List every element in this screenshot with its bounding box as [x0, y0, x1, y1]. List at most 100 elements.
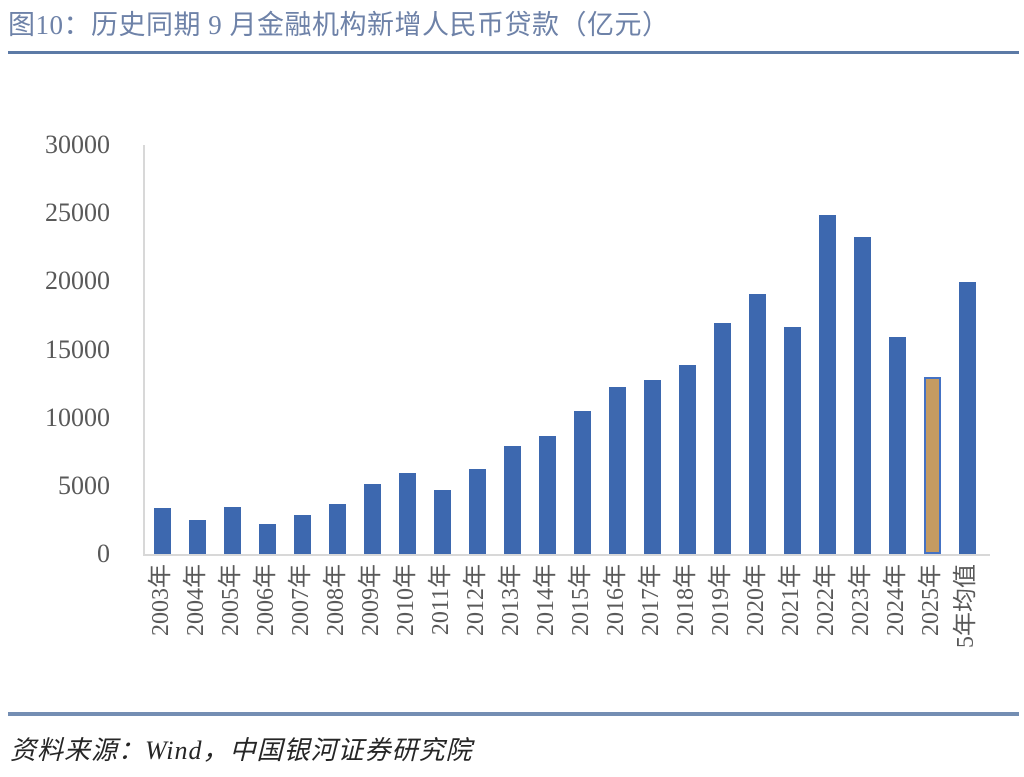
bar-2011年 — [434, 489, 451, 554]
x-tick-label: 2009年 — [357, 564, 384, 636]
title-divider — [8, 51, 1019, 54]
x-tick-label: 2014年 — [532, 564, 559, 636]
bar-slot — [145, 145, 180, 554]
x-tick: 2017年 — [633, 558, 668, 688]
x-tick-label: 2010年 — [392, 564, 419, 636]
y-tick-label: 20000 — [45, 266, 110, 296]
x-tick: 2020年 — [738, 558, 773, 688]
x-tick-label: 2015年 — [567, 564, 594, 636]
bar-slot — [250, 145, 285, 554]
x-tick: 2014年 — [528, 558, 563, 688]
x-tick: 2025年 — [913, 558, 948, 688]
x-tick-label: 2004年 — [182, 564, 209, 636]
footer-divider — [8, 712, 1019, 716]
x-tick: 2007年 — [283, 558, 318, 688]
bar-2018年 — [679, 364, 696, 554]
bar-2015年 — [574, 410, 591, 554]
x-tick: 5年均值 — [948, 558, 983, 688]
x-tick: 2006年 — [248, 558, 283, 688]
x-tick-label: 2006年 — [252, 564, 279, 636]
bar-2019年 — [714, 322, 731, 554]
x-tick: 2013年 — [493, 558, 528, 688]
bar-slot — [670, 145, 705, 554]
x-tick: 2012年 — [458, 558, 493, 688]
bar-slot — [495, 145, 530, 554]
x-tick: 2004年 — [178, 558, 213, 688]
x-tick: 2003年 — [143, 558, 178, 688]
x-tick: 2008年 — [318, 558, 353, 688]
y-tick-label: 25000 — [45, 198, 110, 228]
bar-slot — [215, 145, 250, 554]
bar-slot — [530, 145, 565, 554]
x-tick-label: 2008年 — [322, 564, 349, 636]
x-tick-label: 2007年 — [287, 564, 314, 636]
y-tick-label: 5000 — [58, 470, 110, 500]
bar-2009年 — [364, 483, 381, 554]
x-tick: 2005年 — [213, 558, 248, 688]
y-tick-label: 0 — [97, 539, 110, 568]
bar-slot — [775, 145, 810, 554]
bar-slot — [600, 145, 635, 554]
x-tick-label: 2025年 — [917, 564, 944, 636]
bar-slot — [285, 145, 320, 554]
bar-slot — [740, 145, 775, 554]
x-tick: 2024年 — [878, 558, 913, 688]
x-tick-label: 2020年 — [742, 564, 769, 636]
bar-2003年 — [154, 507, 171, 554]
bar-2005年 — [224, 506, 241, 554]
x-tick: 2021年 — [773, 558, 808, 688]
bar-2007年 — [294, 515, 311, 554]
bars — [145, 145, 985, 554]
x-tick-label: 2022年 — [812, 564, 839, 636]
bar-2010年 — [399, 472, 416, 554]
bar-slot — [390, 145, 425, 554]
bar-2025年 — [924, 377, 941, 554]
bar-slot — [460, 145, 495, 554]
bar-2006年 — [259, 524, 276, 554]
x-tick-label: 2003年 — [147, 564, 174, 636]
bar-slot — [880, 145, 915, 554]
x-tick-label: 2017年 — [637, 564, 664, 636]
bar-2024年 — [889, 336, 906, 554]
plot-area — [143, 145, 990, 556]
bar-2016年 — [609, 387, 626, 554]
y-tick-label: 10000 — [45, 402, 110, 432]
bar-slot — [810, 145, 845, 554]
bar-slot — [915, 145, 950, 554]
x-tick: 2018年 — [668, 558, 703, 688]
bar-2022年 — [819, 214, 836, 554]
x-tick: 2022年 — [808, 558, 843, 688]
y-axis: 0 5000 10000 15000 20000 25000 30000 — [0, 132, 128, 567]
y-tick-label: 30000 — [45, 130, 110, 159]
x-tick-label: 2016年 — [602, 564, 629, 636]
bar-slot — [355, 145, 390, 554]
bar-2020年 — [749, 293, 766, 554]
bar-2021年 — [784, 327, 801, 554]
x-tick-label: 2018年 — [672, 564, 699, 636]
x-tick-label: 2005年 — [217, 564, 244, 636]
x-tick-label: 2012年 — [462, 564, 489, 636]
bar-2023年 — [854, 237, 871, 554]
bar-2004年 — [189, 519, 206, 554]
x-tick: 2010年 — [388, 558, 423, 688]
x-tick: 2011年 — [423, 558, 458, 688]
bar-2008年 — [329, 503, 346, 554]
bar-slot — [705, 145, 740, 554]
x-tick-label: 2011年 — [427, 564, 454, 636]
x-tick-label: 2013年 — [497, 564, 524, 636]
bar-5年均值 — [959, 282, 976, 554]
x-tick-label: 2021年 — [777, 564, 804, 636]
bar-slot — [180, 145, 215, 554]
bar-slot — [635, 145, 670, 554]
x-tick: 2009年 — [353, 558, 388, 688]
bar-slot — [425, 145, 460, 554]
x-tick: 2023年 — [843, 558, 878, 688]
bar-slot — [320, 145, 355, 554]
bar-2012年 — [469, 468, 486, 554]
x-tick: 2015年 — [563, 558, 598, 688]
bar-2017年 — [644, 379, 661, 554]
y-tick-label: 15000 — [45, 334, 110, 364]
x-tick: 2019年 — [703, 558, 738, 688]
x-tick-label: 2024年 — [882, 564, 909, 636]
x-axis: 2003年 2004年 2005年 2006年 2007年 2008年 2009年 2010年… — [143, 558, 983, 688]
